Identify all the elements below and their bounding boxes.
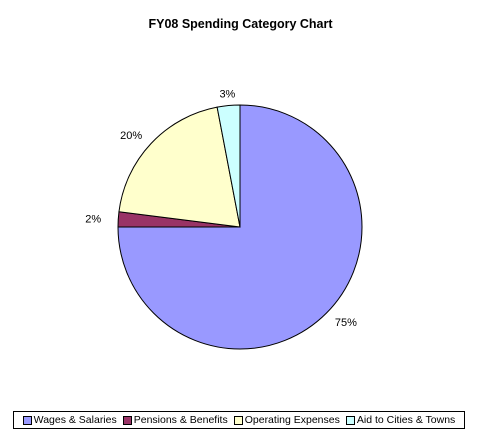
legend-item-aid: Aid to Cities & Towns: [345, 414, 456, 426]
legend-item-operating: Operating Expenses: [233, 414, 340, 426]
legend-label-operating: Operating Expenses: [244, 414, 340, 426]
legend-swatch-pensions: [122, 415, 132, 425]
pie-slice-aid: [216, 104, 241, 228]
legend-label-pensions: Pensions & Benefits: [133, 414, 228, 426]
slice-label-wages: 75%: [335, 317, 357, 329]
slice-label-aid: 3%: [219, 88, 235, 100]
legend-swatch-operating: [233, 415, 243, 425]
pie-chart: 75% 2% 20% 3%: [85, 88, 363, 350]
legend-label-wages: Wages & Salaries: [33, 414, 117, 426]
legend-item-wages: Wages & Salaries: [22, 414, 117, 426]
chart-title: FY08 Spending Category Chart: [148, 17, 333, 31]
legend-label-aid: Aid to Cities & Towns: [356, 414, 456, 426]
legend-item-pensions: Pensions & Benefits: [122, 414, 228, 426]
slice-label-pensions: 2%: [85, 213, 101, 225]
legend: Wages & Salaries Pensions & Benefits Ope…: [13, 411, 465, 429]
legend-swatch-aid: [345, 415, 355, 425]
pie-slice-operating: [118, 106, 241, 228]
legend-swatch-wages: [22, 415, 32, 425]
slice-label-operating: 20%: [120, 130, 142, 142]
